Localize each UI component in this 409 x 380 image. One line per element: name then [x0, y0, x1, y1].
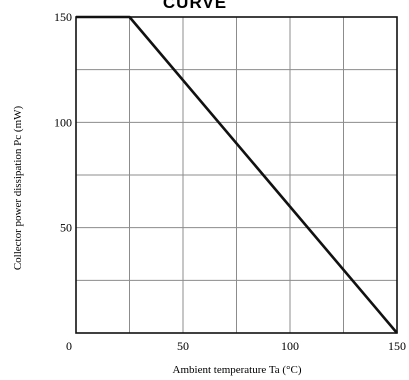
- x-tick-label: 50: [177, 339, 189, 353]
- y-tick-label: 100: [54, 115, 72, 129]
- x-tick-label: 100: [281, 339, 299, 353]
- x-tick-label: 0: [66, 339, 72, 353]
- y-tick-label: 150: [54, 10, 72, 24]
- plot-frame: [75, 16, 398, 334]
- grid: [76, 17, 397, 333]
- x-axis-label: Ambient temperature Ta (°C): [173, 364, 302, 376]
- tick-labels: 0 50 100 150 50 100 150: [54, 10, 406, 353]
- y-tick-label: 50: [60, 221, 72, 235]
- y-axis-label: Collector power dissipation Pc (mW): [12, 105, 24, 270]
- x-tick-label: 150: [388, 339, 406, 353]
- series-line: [76, 15, 398, 334]
- chart-title: CURVE: [163, 0, 227, 12]
